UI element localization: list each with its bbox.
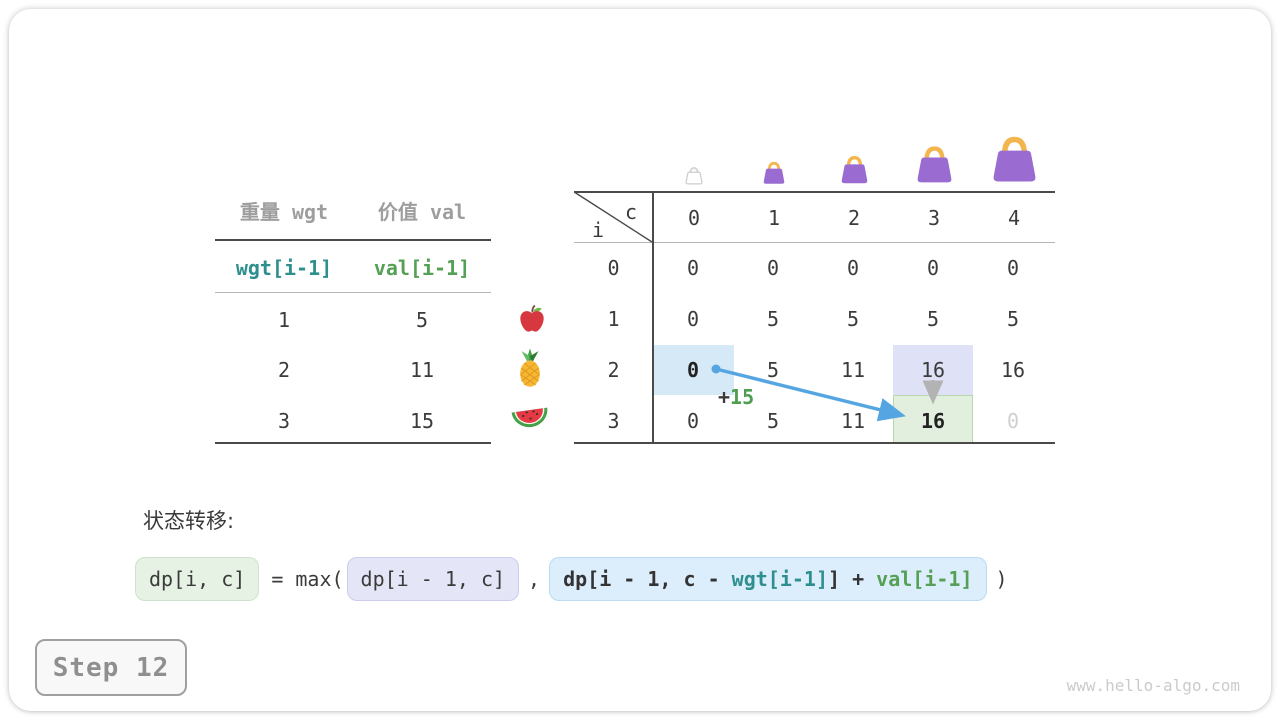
items-header-value: 价值 val	[377, 200, 467, 224]
formula-arg1-pill: dp[i - 1, c]	[346, 557, 520, 601]
dp-row-1: 1 0 5 5 5 5	[574, 306, 1054, 332]
dp-cell-1-3: 5	[926, 307, 940, 331]
dp-cell-0-0: 0	[686, 256, 700, 280]
dp-table-rule-top	[574, 191, 1055, 193]
dp-cell-2-1: 5	[766, 358, 780, 382]
dp-row-header-0: 0	[607, 256, 620, 280]
dp-corner-row-var: i	[591, 218, 605, 242]
dp-row-3: 3 0 5 11 16 0	[574, 408, 1054, 434]
pineapple-icon	[515, 347, 545, 393]
items-table-rule-sub	[215, 292, 491, 293]
dp-column-headers: 0 1 2 3 4	[654, 205, 1054, 231]
state-transition-label: 状态转移:	[143, 509, 235, 533]
step-badge: Step 12	[35, 639, 187, 696]
dp-cell-0-3: 0	[926, 256, 940, 280]
dp-cell-0-1: 0	[766, 256, 780, 280]
dp-corner-col-var: c	[624, 200, 638, 224]
transition-bonus-label: +15	[718, 385, 754, 409]
dp-row-header-1: 1	[607, 307, 620, 331]
dp-cell-3-1: 5	[766, 409, 780, 433]
items-table-rule-bottom	[215, 442, 491, 444]
item-3-value: 15	[409, 409, 435, 433]
bag-icon-capacity-4	[974, 126, 1054, 186]
dp-cell-3-0: 0	[686, 409, 700, 433]
formula-arg2-wgt-part: wgt[i-1]	[731, 567, 828, 591]
item-2-weight: 2	[277, 358, 291, 382]
items-table-rule-header	[215, 239, 491, 241]
bonus-value: 15	[730, 385, 755, 409]
dp-table-rule-vertical	[652, 191, 654, 444]
state-transition-formula: dp[i, c] = max( dp[i - 1, c] , dp[i - 1,…	[135, 557, 1008, 601]
bag-icon-capacity-3	[894, 126, 974, 186]
formula-equals: =	[271, 567, 284, 591]
bag-icon-capacity-1	[734, 126, 814, 186]
plus-sign: +	[718, 385, 731, 409]
dp-table-rule-header	[574, 242, 1055, 243]
items-table-subheader: wgt[i-1] val[i-1]	[215, 255, 491, 281]
items-table-header: 重量 wgt 价值 val	[215, 199, 491, 225]
dp-cell-0-4: 0	[1006, 256, 1020, 280]
watermelon-icon	[510, 404, 552, 438]
items-table-row-3: 3 15	[215, 408, 491, 434]
dp-col-header-1: 1	[767, 206, 781, 230]
empty-bag-icon	[654, 126, 734, 186]
formula-arg2-val-part: val[i-1]	[876, 567, 973, 591]
item-1-value: 5	[415, 308, 429, 332]
dp-cell-2-3: 16	[920, 358, 946, 382]
watermark: www.hello-algo.com	[1066, 676, 1240, 695]
dp-col-header-2: 2	[847, 206, 861, 230]
bag-icon-capacity-2	[814, 126, 894, 186]
items-header-weight: 重量 wgt	[239, 200, 329, 224]
dp-cell-1-0: 0	[686, 307, 700, 331]
dp-table-rule-bottom	[574, 442, 1055, 444]
capacity-bags-row	[654, 126, 1054, 186]
items-subheader-wgt: wgt[i-1]	[235, 256, 333, 280]
formula-comma: ,	[528, 567, 541, 591]
item-1-weight: 1	[277, 308, 291, 332]
formula-arg2-pill: dp[i - 1, c - wgt[i-1]] + val[i-1]	[549, 557, 987, 601]
items-table-row-1: 1 5	[215, 307, 491, 333]
dp-col-header-3: 3	[927, 206, 941, 230]
items-table-row-2: 2 11	[215, 357, 491, 383]
items-subheader-val: val[i-1]	[373, 256, 471, 280]
item-2-value: 11	[409, 358, 435, 382]
dp-cell-3-2: 11	[840, 409, 866, 433]
dp-cell-3-4: 0	[1006, 409, 1020, 433]
dp-cell-1-4: 5	[1006, 307, 1020, 331]
dp-cell-1-2: 5	[846, 307, 860, 331]
dp-cell-0-2: 0	[846, 256, 860, 280]
dp-cell-2-4: 16	[1000, 358, 1026, 382]
dp-cell-2-0: 0	[686, 358, 700, 382]
formula-lhs-pill: dp[i, c]	[135, 557, 260, 601]
dp-cell-1-1: 5	[766, 307, 780, 331]
formula-max-open: max(	[295, 567, 344, 591]
dp-row-0: 0 0 0 0 0 0	[574, 255, 1054, 281]
dp-row-header-3: 3	[607, 409, 620, 433]
dp-row-header-2: 2	[607, 358, 620, 382]
dp-cell-3-3: 16	[920, 409, 946, 433]
formula-close-paren: )	[995, 567, 1008, 591]
dp-cell-2-2: 11	[840, 358, 866, 382]
dp-col-header-0: 0	[687, 206, 701, 230]
apple-icon	[518, 304, 546, 338]
item-3-weight: 3	[277, 409, 291, 433]
dp-col-header-4: 4	[1007, 206, 1021, 230]
formula-arg2-bracket-part: ] +	[828, 567, 877, 591]
dp-row-2: 2 0 5 11 16 16	[574, 357, 1054, 383]
formula-arg2-dp-part: dp[i - 1, c -	[563, 567, 732, 591]
